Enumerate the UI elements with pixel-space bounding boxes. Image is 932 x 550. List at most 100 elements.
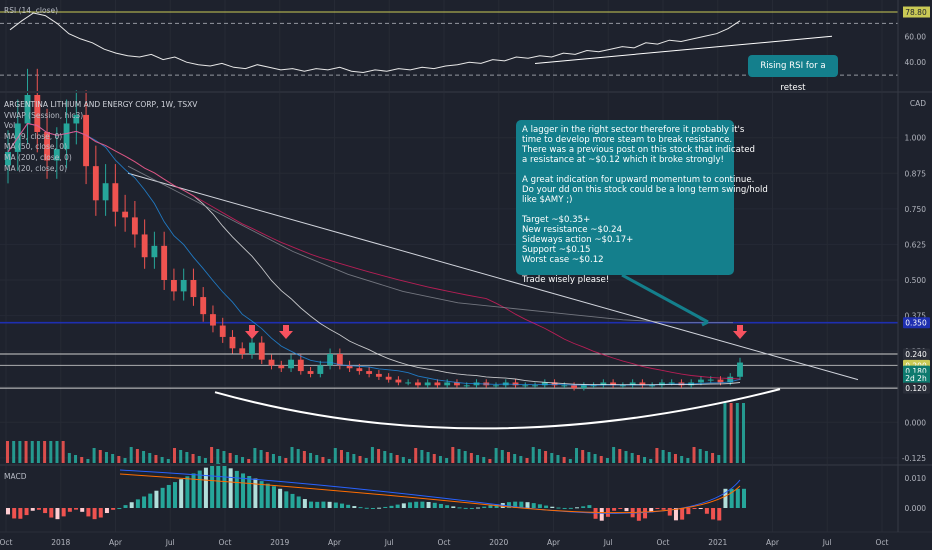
- volume-bar: [154, 455, 158, 463]
- annotation-line: Support ~$0.15: [522, 245, 591, 255]
- volume-bar: [179, 450, 183, 463]
- candle-body: [219, 325, 226, 337]
- legend-ma20: MA (20, close, 0): [4, 163, 68, 173]
- volume-bar: [290, 447, 294, 463]
- candle-body: [405, 382, 412, 384]
- candle-body: [580, 385, 587, 389]
- price-tag-label: 0.180: [905, 367, 927, 376]
- candle-body: [34, 95, 41, 132]
- volume-bar: [711, 453, 715, 463]
- chart-title: ARGENTINA LITHIUM AND ENERGY CORP, 1W, T…: [4, 100, 198, 109]
- macd-histogram-bar: [704, 508, 709, 514]
- volume-bar: [74, 455, 78, 463]
- macd-histogram-bar: [618, 508, 623, 509]
- macd-histogram-bar: [92, 508, 97, 520]
- macd-histogram-bar: [321, 501, 326, 508]
- macd-histogram-bar: [438, 503, 443, 508]
- macd-histogram-bar: [667, 508, 672, 516]
- candle-body: [414, 382, 421, 386]
- volume-bar: [302, 451, 306, 463]
- volume-bar: [377, 449, 381, 463]
- volume-bar: [36, 441, 40, 463]
- candle-body: [83, 114, 90, 167]
- macd-histogram-bar: [729, 488, 734, 508]
- legend-vwap: VWAP (Session, hlc3): [4, 110, 84, 120]
- volume-bar: [296, 449, 300, 463]
- annotation-line: A lagger in the right sector therefore i…: [522, 125, 745, 135]
- volume-bar: [408, 459, 412, 463]
- volume-bar: [55, 441, 59, 463]
- volume-bar: [550, 453, 554, 463]
- candle-body: [258, 342, 265, 360]
- macd-histogram-bar: [49, 508, 54, 518]
- macd-histogram-bar: [445, 505, 450, 508]
- y-tick-label: 0.000: [905, 418, 927, 427]
- volume-bar: [49, 441, 53, 463]
- candle-body: [112, 183, 119, 212]
- volume-bar: [612, 447, 616, 463]
- volume-bar: [537, 449, 541, 463]
- y-tick-label: 1.000: [905, 134, 927, 143]
- volume-bar: [210, 447, 214, 463]
- macd-histogram-bar: [271, 486, 276, 508]
- volume-bar: [432, 454, 436, 463]
- macd-histogram-bar: [370, 507, 375, 509]
- macd-histogram-bar: [6, 508, 10, 515]
- volume-bar: [680, 456, 684, 463]
- macd-histogram-bar: [723, 488, 728, 508]
- volume-bar: [92, 448, 96, 463]
- candle-body: [668, 382, 675, 384]
- candle-body: [366, 371, 373, 374]
- analysis-annotation[interactable]: A lagger in the right sector therefore i…: [516, 120, 768, 285]
- volume-bar: [265, 452, 269, 463]
- candle-body: [268, 359, 275, 366]
- annotation-line: Worst case ~$0.12: [522, 255, 604, 265]
- macd-signal-line: [119, 473, 741, 514]
- macd-histogram-bar: [525, 502, 530, 508]
- macd-histogram-bar: [327, 501, 332, 508]
- candle-body: [619, 385, 626, 387]
- candle-body: [424, 382, 431, 386]
- macd-histogram-bar: [624, 508, 629, 512]
- volume-bar: [86, 459, 90, 463]
- macd-histogram-bar: [636, 508, 641, 521]
- macd-histogram-bar: [735, 488, 740, 508]
- volume-bar: [333, 448, 337, 463]
- macd-histogram-bar: [129, 502, 134, 508]
- macd-histogram-bar: [197, 470, 202, 508]
- annotation-line: Sideways action ~$0.17+: [522, 235, 634, 245]
- macd-histogram-bar: [253, 478, 258, 508]
- volume-bar: [315, 455, 319, 463]
- x-tick-label: Apr: [109, 538, 123, 547]
- x-tick-label: Apr: [547, 538, 561, 547]
- macd-tick-label: 0.010: [905, 474, 927, 483]
- volume-bar: [686, 458, 690, 463]
- candle-body: [288, 359, 294, 369]
- volume-bar: [624, 451, 628, 463]
- macd-histogram-bar: [364, 507, 369, 509]
- volume-bar: [544, 451, 548, 463]
- macd-histogram-bar: [36, 508, 41, 510]
- annotation-line: time to develop more steam to break resi…: [522, 135, 733, 145]
- x-tick-label: Oct: [219, 538, 232, 547]
- rsi-annotation[interactable]: Rising RSI for a retest: [748, 55, 838, 93]
- macd-histogram-bar: [18, 508, 23, 519]
- rsi-top-tag-label: 78.80: [905, 8, 927, 17]
- macd-histogram-bar: [284, 491, 289, 508]
- macd-histogram-bar: [339, 503, 344, 508]
- volume-bar: [24, 441, 28, 463]
- candle-body: [161, 245, 168, 280]
- candle-body: [454, 382, 460, 386]
- macd-histogram-bar: [420, 501, 425, 508]
- candle-body: [180, 280, 187, 292]
- macd-histogram-bar: [12, 508, 17, 519]
- volume-bar: [581, 450, 585, 463]
- volume-bar: [222, 451, 226, 463]
- volume-bar: [742, 403, 745, 463]
- price-tag-label: 0.120: [905, 384, 927, 393]
- annotation-line: Target ~$0.35+: [522, 215, 591, 225]
- volume-bar: [556, 455, 560, 463]
- price-tag-label: 2d 2h: [905, 374, 927, 383]
- volume-bar: [438, 456, 442, 463]
